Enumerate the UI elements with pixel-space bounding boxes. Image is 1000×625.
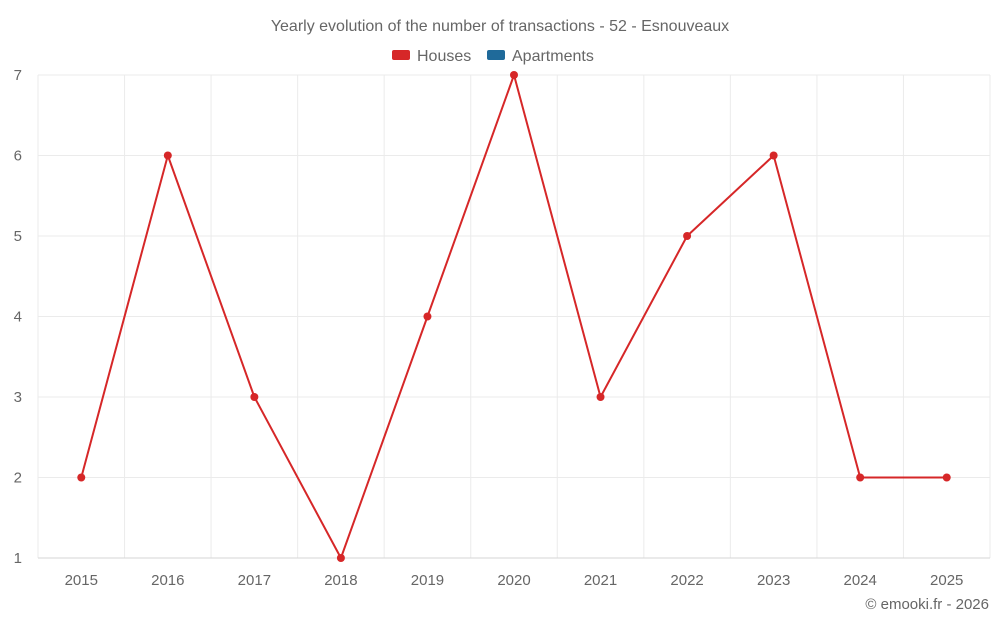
- data-point-houses[interactable]: [336, 554, 345, 562]
- data-point-houses[interactable]: [856, 473, 865, 482]
- data-point-houses[interactable]: [163, 151, 172, 160]
- y-tick-label: 6: [14, 148, 22, 165]
- data-point-houses[interactable]: [683, 232, 692, 240]
- y-tick-label: 2: [14, 470, 22, 487]
- x-tick-label: 2015: [65, 572, 98, 589]
- y-tick-label: 3: [14, 389, 22, 406]
- y-tick-label: 4: [14, 309, 22, 326]
- plot-area: [77, 71, 951, 562]
- x-tick-label: 2022: [670, 572, 703, 589]
- legend: Houses Apartments: [392, 48, 594, 65]
- data-point-houses[interactable]: [250, 393, 259, 401]
- data-point-houses[interactable]: [510, 71, 518, 79]
- y-tick-label: 7: [14, 67, 22, 84]
- grid: [37, 74, 991, 559]
- data-point-houses[interactable]: [942, 473, 951, 482]
- x-tick-label: 2017: [238, 572, 271, 589]
- x-tick-label: 2020: [497, 572, 530, 589]
- data-point-houses[interactable]: [769, 151, 778, 160]
- tick-labels: 1 2 3 4 5 6 7 2015 2016 2017 2018 2019 2020 2021 2022 2…: [14, 67, 964, 589]
- x-tick-label: 2016: [151, 572, 184, 589]
- x-tick-label: 2021: [584, 572, 617, 589]
- x-tick-label: 2025: [930, 572, 963, 589]
- legend-label-apartments: Apartments: [512, 48, 594, 65]
- legend-label-houses: Houses: [417, 48, 471, 65]
- legend-swatch-apartments: [487, 50, 505, 60]
- x-tick-label: 2019: [411, 572, 444, 589]
- data-point-houses[interactable]: [596, 393, 605, 401]
- legend-swatch-houses: [392, 50, 410, 60]
- data-point-houses[interactable]: [423, 312, 432, 321]
- y-tick-label: 5: [14, 228, 22, 245]
- credit-text: © emooki.fr - 2026: [865, 596, 989, 613]
- x-tick-label: 2024: [843, 572, 876, 589]
- y-tick-label: 1: [14, 550, 22, 567]
- data-point-houses[interactable]: [77, 473, 86, 482]
- legend-item-apartments[interactable]: Apartments: [487, 48, 594, 65]
- x-tick-label: 2018: [324, 572, 357, 589]
- legend-item-houses[interactable]: Houses: [392, 48, 471, 65]
- x-tick-label: 2023: [757, 572, 790, 589]
- chart-title: Yearly evolution of the number of transa…: [271, 18, 729, 35]
